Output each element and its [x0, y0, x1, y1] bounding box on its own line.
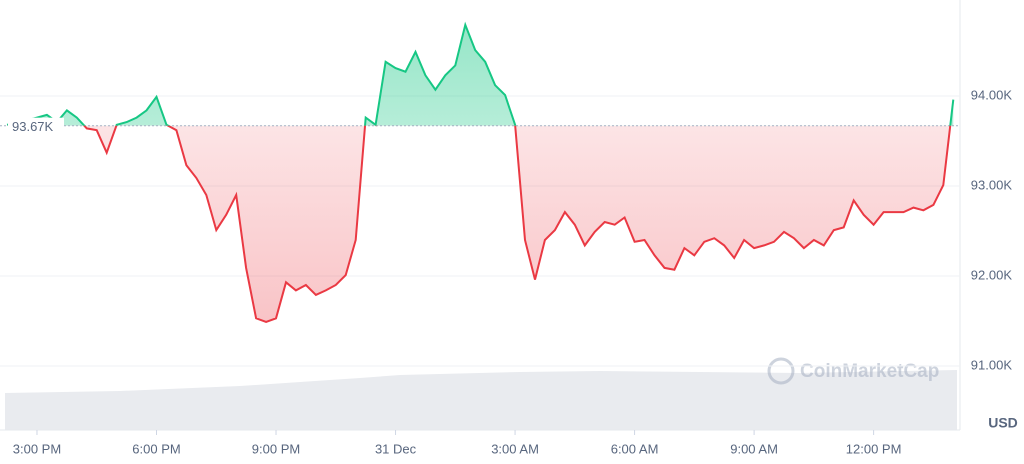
volume-area [5, 370, 957, 430]
baseline-label: 93.67K [12, 119, 54, 134]
x-tick-label: 3:00 PM [13, 441, 61, 456]
x-tick-label: 12:00 PM [846, 441, 902, 456]
price-line-up [6, 21, 955, 126]
y-tick-label: 93.00K [971, 177, 1013, 192]
baseline-label-bg [8, 117, 64, 134]
unit-label: USD [988, 415, 1018, 431]
x-tick-label: 9:00 AM [730, 441, 778, 456]
area-up [7, 24, 954, 126]
x-tick-label: 3:00 AM [491, 441, 539, 456]
y-tick-label: 91.00K [971, 357, 1013, 372]
x-tick-label: 6:00 PM [132, 441, 180, 456]
area-down [7, 125, 954, 322]
x-tick-label: 6:00 AM [611, 441, 659, 456]
price-line-down [7, 125, 952, 323]
y-tick-label: 92.00K [971, 267, 1013, 282]
y-tick-label: 94.00K [971, 87, 1013, 102]
watermark-text: CoinMarketCap [800, 361, 939, 382]
x-tick-label: 31 Dec [375, 441, 417, 456]
x-tick-label: 9:00 PM [252, 441, 300, 456]
watermark-logo [767, 357, 795, 385]
